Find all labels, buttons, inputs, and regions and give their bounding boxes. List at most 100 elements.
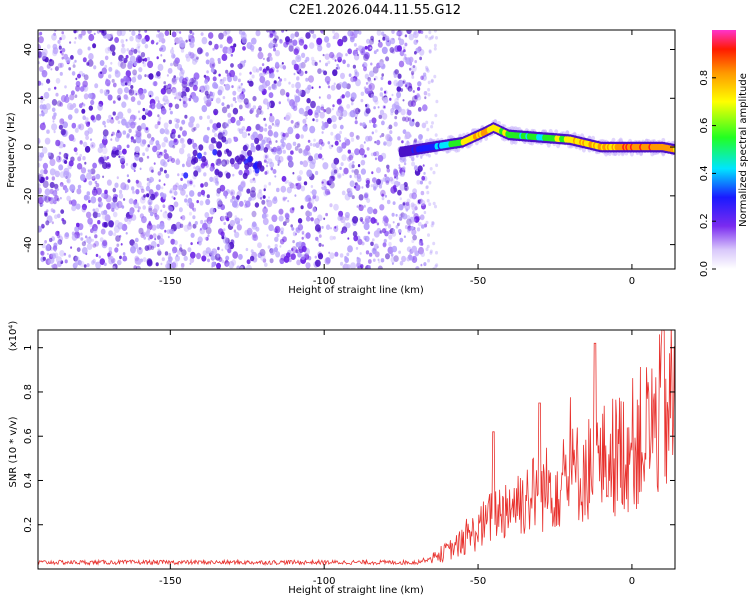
noise-speckle (276, 69, 279, 73)
noise-speckle (279, 78, 283, 82)
noise-speckle (120, 47, 126, 54)
noise-speckle (232, 173, 235, 177)
noise-speckle (280, 227, 285, 233)
noise-speckle (99, 60, 105, 66)
noise-speckle (174, 42, 177, 46)
noise-speckle (137, 33, 142, 40)
noise-speckle (128, 198, 134, 205)
y-tick-label: 0.6 (23, 428, 34, 444)
noise-speckle (180, 48, 185, 53)
noise-speckle (414, 51, 417, 55)
y-tick-label: 20 (23, 92, 34, 105)
noise-speckle (394, 69, 399, 75)
noise-speckle (189, 30, 193, 34)
noise-speckle (183, 255, 188, 262)
noise-speckle (425, 120, 429, 125)
noise-speckle (339, 130, 342, 135)
noise-speckle (353, 43, 357, 47)
noise-speckle (372, 238, 375, 242)
noise-speckle (405, 208, 409, 212)
noise-speckle (214, 180, 220, 186)
noise-speckle (326, 81, 330, 85)
noise-speckle (59, 250, 65, 257)
noise-speckle (382, 36, 386, 41)
noise-speckle (378, 114, 383, 120)
noise-speckle (224, 83, 231, 91)
noise-speckle (116, 176, 119, 180)
noise-speckle (407, 109, 412, 116)
noise-speckle (400, 205, 403, 208)
noise-speckle (112, 187, 117, 193)
noise-speckle (389, 97, 392, 101)
noise-speckle (412, 30, 419, 39)
noise-speckle (268, 42, 274, 49)
noise-speckle (345, 53, 348, 57)
noise-speckle (428, 202, 432, 206)
noise-speckle (408, 254, 414, 261)
noise-speckle (324, 76, 331, 84)
noise-speckle (306, 98, 311, 104)
noise-speckle (192, 149, 198, 157)
noise-speckle (104, 189, 108, 194)
noise-speckle (387, 223, 392, 228)
noise-speckle (382, 215, 388, 222)
noise-speckle (371, 38, 374, 42)
snr-x-label: Height of straight line (km) (288, 585, 424, 596)
noise-speckle (90, 196, 97, 204)
noise-speckle (299, 182, 302, 186)
noise-speckle (373, 230, 380, 238)
noise-speckle (358, 263, 361, 267)
noise-speckle (154, 191, 159, 197)
noise-speckle (265, 213, 269, 218)
noise-speckle (432, 201, 436, 206)
noise-speckle (406, 30, 412, 35)
noise-speckle (133, 169, 136, 173)
noise-speckle (104, 64, 108, 69)
noise-speckle (52, 49, 58, 57)
noise-speckle (108, 66, 113, 72)
noise-speckle (232, 107, 239, 115)
noise-speckle (71, 122, 77, 129)
noise-speckle (83, 74, 89, 81)
noise-speckle (127, 220, 131, 225)
noise-speckle (383, 238, 387, 243)
noise-speckle (151, 169, 154, 173)
noise-speckle (229, 219, 236, 227)
noise-speckle (58, 45, 62, 50)
noise-speckle (95, 183, 100, 188)
noise-speckle (106, 33, 111, 40)
noise-speckle (281, 30, 285, 33)
noise-speckle (91, 260, 95, 265)
noise-speckle (294, 146, 299, 151)
noise-speckle (367, 206, 374, 215)
noise-speckle (365, 177, 371, 184)
noise-speckle (234, 218, 237, 221)
noise-speckle (200, 219, 204, 225)
noise-speckle (434, 133, 438, 137)
noise-speckle (208, 32, 214, 39)
noise-speckle (232, 200, 238, 208)
noise-speckle (304, 70, 308, 74)
snr-series-line (38, 330, 675, 566)
noise-speckle (236, 224, 242, 231)
noise-speckle (82, 141, 88, 148)
noise-speckle (80, 174, 86, 181)
noise-speckle (225, 122, 230, 128)
noise-speckle (412, 65, 416, 69)
noise-speckle (374, 157, 378, 161)
noise-speckle (297, 218, 303, 224)
noise-speckle (386, 199, 391, 205)
noise-speckle (219, 44, 223, 49)
noise-speckle (399, 50, 405, 57)
noise-speckle (177, 134, 181, 139)
noise-speckle (180, 188, 186, 196)
noise-speckle (49, 168, 56, 176)
noise-speckle (134, 154, 140, 161)
noise-speckle (186, 180, 190, 184)
noise-speckle (370, 89, 373, 93)
noise-speckle (193, 170, 199, 177)
noise-speckle (267, 245, 271, 249)
noise-speckle (264, 171, 268, 175)
noise-speckle (301, 232, 304, 236)
noise-speckle (327, 141, 331, 145)
